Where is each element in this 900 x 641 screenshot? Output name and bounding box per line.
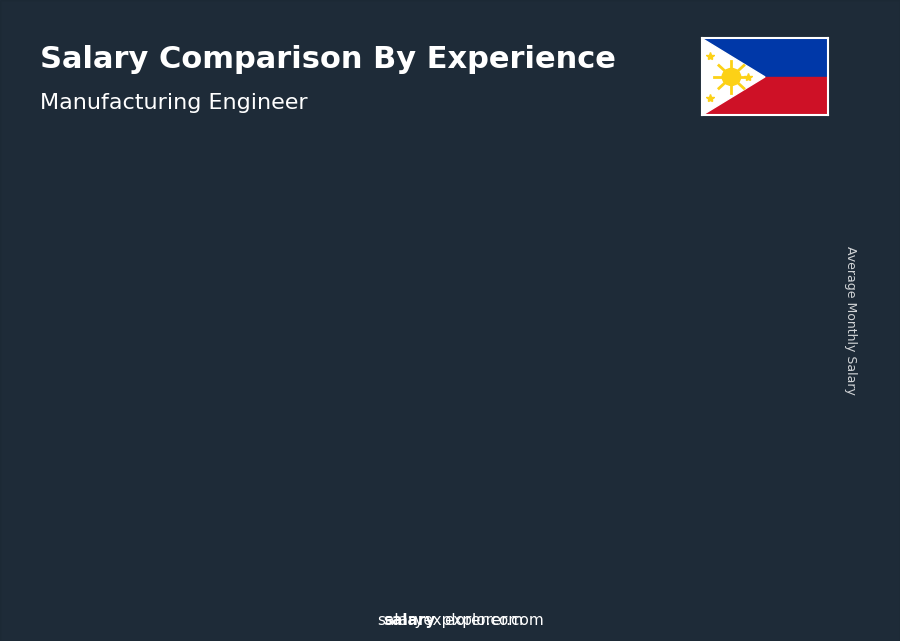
Text: salary: salary [383, 613, 436, 628]
Text: 48,100 PHP: 48,100 PHP [464, 222, 541, 235]
Bar [221, 385, 290, 564]
Bar [221, 381, 298, 389]
Text: 20,000 PHP: 20,000 PHP [94, 410, 170, 424]
Bar [716, 184, 785, 564]
Text: 26,700 PHP: 26,700 PHP [217, 365, 293, 378]
Text: +48%: +48% [291, 167, 344, 185]
Bar [702, 77, 828, 115]
Bar [783, 184, 791, 564]
Bar [469, 238, 545, 246]
Text: Average Monthly Salary: Average Monthly Salary [844, 246, 857, 395]
Polygon shape [702, 38, 765, 115]
Bar [469, 242, 537, 564]
Bar [536, 242, 544, 564]
Text: 39,400 PHP: 39,400 PHP [341, 280, 418, 294]
Bar [592, 213, 661, 564]
Bar [288, 385, 296, 564]
Bar [660, 213, 668, 564]
Bar [165, 430, 173, 564]
Circle shape [722, 69, 741, 85]
Bar [345, 296, 421, 304]
Bar [412, 300, 420, 564]
Text: Salary Comparison By Experience: Salary Comparison By Experience [40, 45, 616, 74]
Bar [702, 38, 828, 77]
Bar [716, 180, 793, 188]
Bar [97, 430, 166, 564]
Text: +8%: +8% [668, 119, 709, 137]
Text: explorer.com: explorer.com [444, 613, 544, 628]
Text: salaryexplorer.com: salaryexplorer.com [377, 613, 523, 628]
Bar [345, 300, 413, 564]
Text: +9%: +9% [544, 141, 586, 159]
Text: +34%: +34% [166, 210, 220, 228]
Text: +22%: +22% [414, 141, 468, 159]
Text: Manufacturing Engineer: Manufacturing Engineer [40, 93, 308, 113]
Text: 52,400 PHP: 52,400 PHP [589, 193, 665, 206]
Bar [592, 209, 669, 217]
Text: 56,700 PHP: 56,700 PHP [712, 164, 788, 178]
Bar [97, 426, 174, 434]
